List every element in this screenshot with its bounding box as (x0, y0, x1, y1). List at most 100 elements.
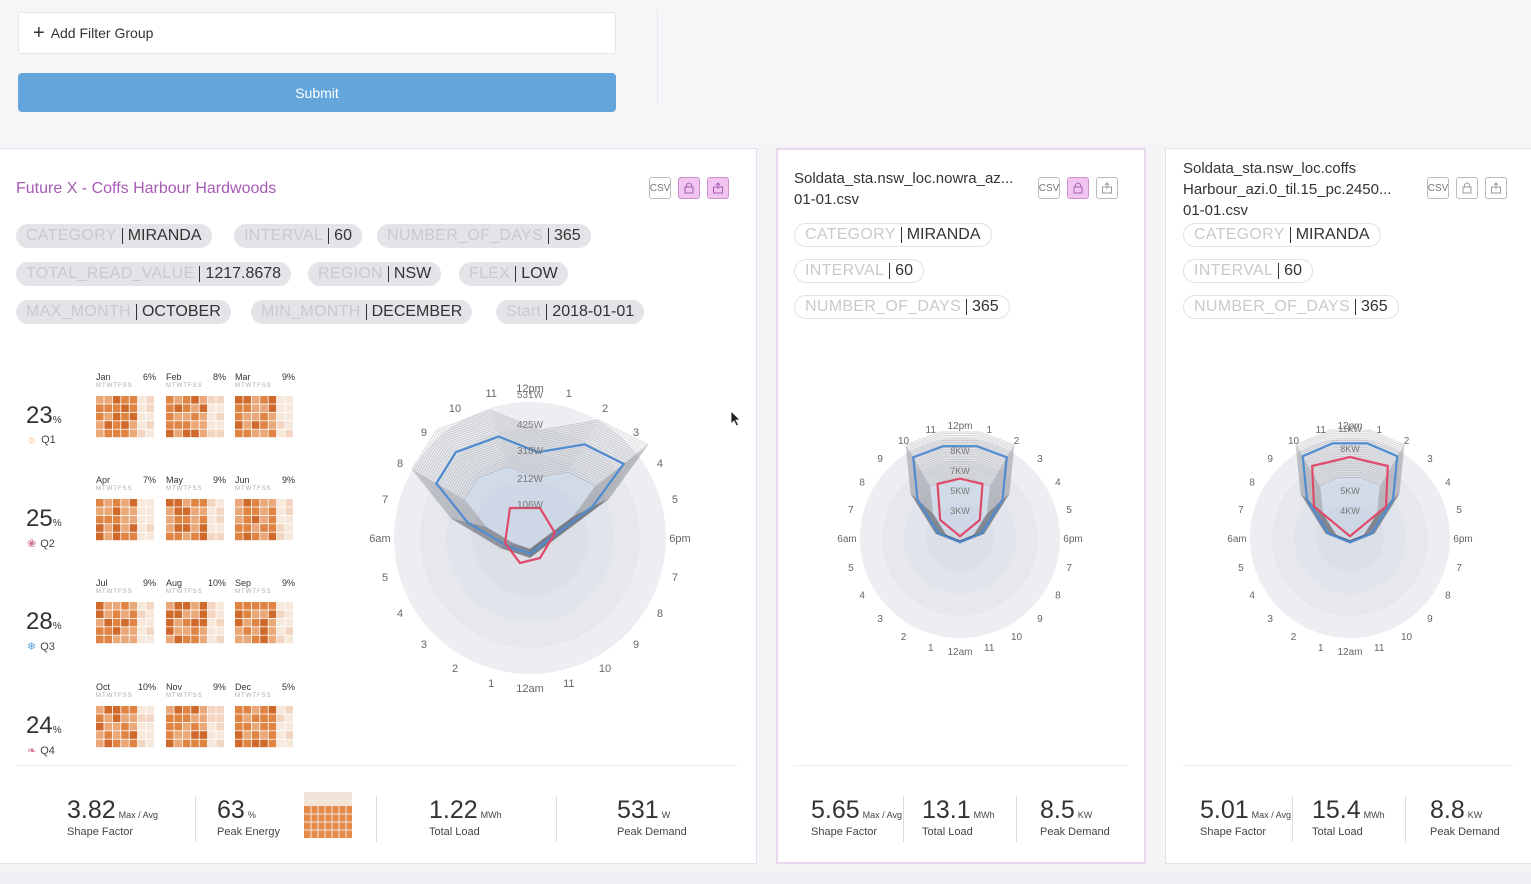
stat-label: Total Load (429, 826, 480, 838)
lock-icon[interactable] (678, 177, 700, 199)
stat-value: 531 (617, 796, 659, 824)
load-trace (1296, 431, 1404, 544)
submit-button[interactable]: Submit (18, 73, 616, 112)
load-trace (421, 420, 639, 557)
hour-tick-label: 5 (1456, 505, 1462, 516)
hour-tick-label: 1 (928, 643, 934, 654)
hour-tick-label: 6pm (669, 533, 690, 545)
load-trace (918, 457, 1002, 543)
hour-tick-label: 8 (1249, 478, 1255, 489)
day-grid (235, 396, 293, 438)
radial-load-chart: 12pm 1 2 3 4 5 6pm 7 8 9 10 11 12am 1 2 3 4 5 6am 7 8 9 10 11 11… (1227, 421, 1472, 658)
stat-unit: Max / Avg (862, 810, 903, 820)
hour-tick-label: 3 (1267, 614, 1273, 625)
hour-tick-label: 12pm (516, 383, 544, 395)
hour-tick-label: 8 (657, 608, 663, 620)
stat-peak-energy: 63% Peak Energy (217, 796, 280, 838)
add-filter-group-label: Add Filter Group (50, 25, 154, 41)
csv-download-button[interactable]: CSV (1038, 177, 1060, 199)
hour-tick-label: 1 (1376, 425, 1382, 436)
ring-value-label: 5KW (950, 486, 970, 496)
lock-icon[interactable] (1067, 177, 1089, 199)
hour-tick-label: 7 (1238, 505, 1244, 516)
stat-shape-factor: 3.82 Max / Avg Shape Factor (67, 796, 158, 838)
quarter-percentage: 23% (26, 402, 62, 429)
hour-tick-label: 3 (1037, 454, 1043, 465)
divider (1183, 765, 1513, 766)
month-heatmap: Apr 7% MTWTFSS (96, 475, 156, 555)
tag-number-of-days: NUMBER_OF_DAYS 365 (794, 295, 1010, 319)
divider (556, 796, 557, 842)
share-icon[interactable] (1096, 177, 1118, 199)
load-trace (1318, 475, 1382, 542)
hour-tick-label: 3 (633, 427, 639, 439)
hour-tick-label: 5 (382, 572, 388, 584)
load-trace (1306, 452, 1394, 543)
hour-tick-label: 8 (1445, 591, 1451, 602)
day-grid (96, 602, 154, 644)
card-title-line: Soldata_sta.nsw_loc.nowra_az... (794, 170, 1014, 187)
load-trace (924, 469, 996, 542)
load-trace (413, 411, 647, 558)
day-grid (96, 396, 154, 438)
hour-tick-label: 11 (563, 678, 574, 690)
load-trace (908, 438, 1012, 544)
load-trace (1307, 454, 1393, 543)
month-heatmap: Oct 10% MTWTFSS (96, 682, 156, 762)
stat-value: 13.1 (922, 796, 971, 824)
hour-tick-label: 8 (859, 478, 865, 489)
tag-category: CATEGORY MIRANDA (794, 223, 992, 247)
snowflake-icon: ❄ (27, 641, 37, 653)
hour-tick-label: 2 (1404, 436, 1410, 447)
load-trace (1313, 464, 1387, 542)
stat-unit: % (247, 810, 256, 820)
share-icon[interactable] (707, 177, 729, 199)
ring-value-label: 5KW (1340, 486, 1360, 496)
divider (903, 796, 904, 842)
load-trace (908, 436, 1012, 544)
add-filter-group-button[interactable]: + Add Filter Group (18, 12, 616, 54)
load-trace (1309, 457, 1391, 543)
load-trace (459, 461, 601, 551)
load-trace (1297, 433, 1403, 544)
hour-tick-label: 12pm (1337, 421, 1362, 432)
load-trace (920, 460, 1000, 543)
ring-value-label: 318W (517, 446, 544, 457)
load-trace (423, 422, 638, 557)
lock-icon[interactable] (1456, 177, 1478, 199)
hour-tick-label: 7 (382, 494, 388, 506)
csv-download-button[interactable]: CSV (649, 177, 671, 199)
hour-tick-label: 5 (1066, 505, 1072, 516)
hour-tick-label: 9 (1037, 614, 1043, 625)
radial-load-chart: 12pm 1 2 3 4 5 6pm 7 8 9 10 11 12am 1 2 3 4 5 6am 7 8 9 10 11 53… (369, 383, 690, 695)
hour-tick-label: 4 (1249, 591, 1255, 602)
hour-tick-label: 10 (449, 403, 461, 415)
divider (657, 10, 658, 105)
share-icon[interactable] (1485, 177, 1507, 199)
hour-tick-label: 11 (485, 388, 496, 400)
average-load-outline (912, 445, 1008, 544)
hour-tick-label: 1 (488, 678, 494, 690)
load-trace (1298, 434, 1402, 544)
divider (16, 765, 738, 766)
stat-total-load: 15.4 MWh Total Load (1312, 796, 1385, 838)
hour-tick-label: 7 (848, 505, 854, 516)
load-trace (457, 459, 603, 551)
month-heatmap: Nov 9% MTWTFSS (166, 682, 226, 762)
load-trace (916, 453, 1004, 543)
mouse-cursor-icon (730, 410, 741, 427)
load-trace (415, 413, 645, 558)
hour-tick-label: 7 (672, 572, 678, 584)
quarter-label: ❄ Q3 (27, 641, 55, 653)
hour-tick-label: 4 (1055, 478, 1061, 489)
hour-tick-label: 7 (1066, 563, 1072, 574)
card-title-line: 01-01.csv (1183, 202, 1249, 219)
day-grid (96, 499, 154, 541)
quarter-label: ☼ Q1 (27, 434, 56, 446)
load-trace (921, 462, 999, 543)
ring-value-label: 106W (517, 500, 544, 511)
stat-value: 3.82 (67, 796, 116, 824)
csv-download-button[interactable]: CSV (1427, 177, 1449, 199)
hour-tick-label: 12am (516, 683, 544, 695)
tag-max-month: MAX_MONTH OCTOBER (16, 300, 231, 324)
